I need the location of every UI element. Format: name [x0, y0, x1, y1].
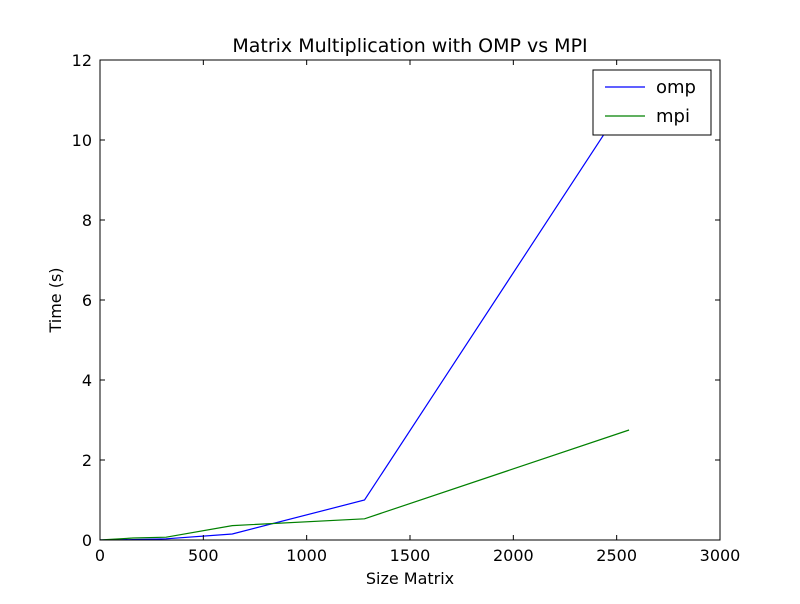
- legend: omp mpi: [592, 69, 712, 136]
- legend-box: [592, 69, 712, 136]
- y-tick-label: 4: [82, 371, 92, 390]
- x-axis-label: Size Matrix: [366, 569, 454, 588]
- x-tick-label: 0: [95, 546, 105, 565]
- ticks-layer: 0 500 1000 1500 2000 2500 3000 0 2 4 6 8 10 12: [72, 51, 741, 565]
- x-tick-label: 1500: [390, 546, 431, 565]
- chart-title: Matrix Multiplication with OMP vs MPI: [232, 35, 587, 57]
- y-tick-label: 8: [82, 211, 92, 230]
- legend-label-omp: omp: [656, 77, 696, 98]
- y-tick-label: 12: [72, 51, 92, 70]
- y-tick-label: 6: [82, 291, 92, 310]
- x-tick-label: 2500: [596, 546, 637, 565]
- series-line-mpi: [100, 429, 630, 540]
- x-tick-label: 2000: [493, 546, 534, 565]
- series-layer: [100, 95, 630, 540]
- series-line-omp: [100, 95, 630, 540]
- legend-label-mpi: mpi: [656, 106, 690, 127]
- y-tick-label: 0: [82, 531, 92, 550]
- x-tick-label: 1000: [286, 546, 327, 565]
- y-tick-label: 10: [72, 131, 92, 150]
- x-tick-label: 3000: [700, 546, 741, 565]
- x-tick-label: 500: [188, 546, 219, 565]
- y-axis-label: Time (s): [46, 267, 65, 333]
- y-tick-label: 2: [82, 451, 92, 470]
